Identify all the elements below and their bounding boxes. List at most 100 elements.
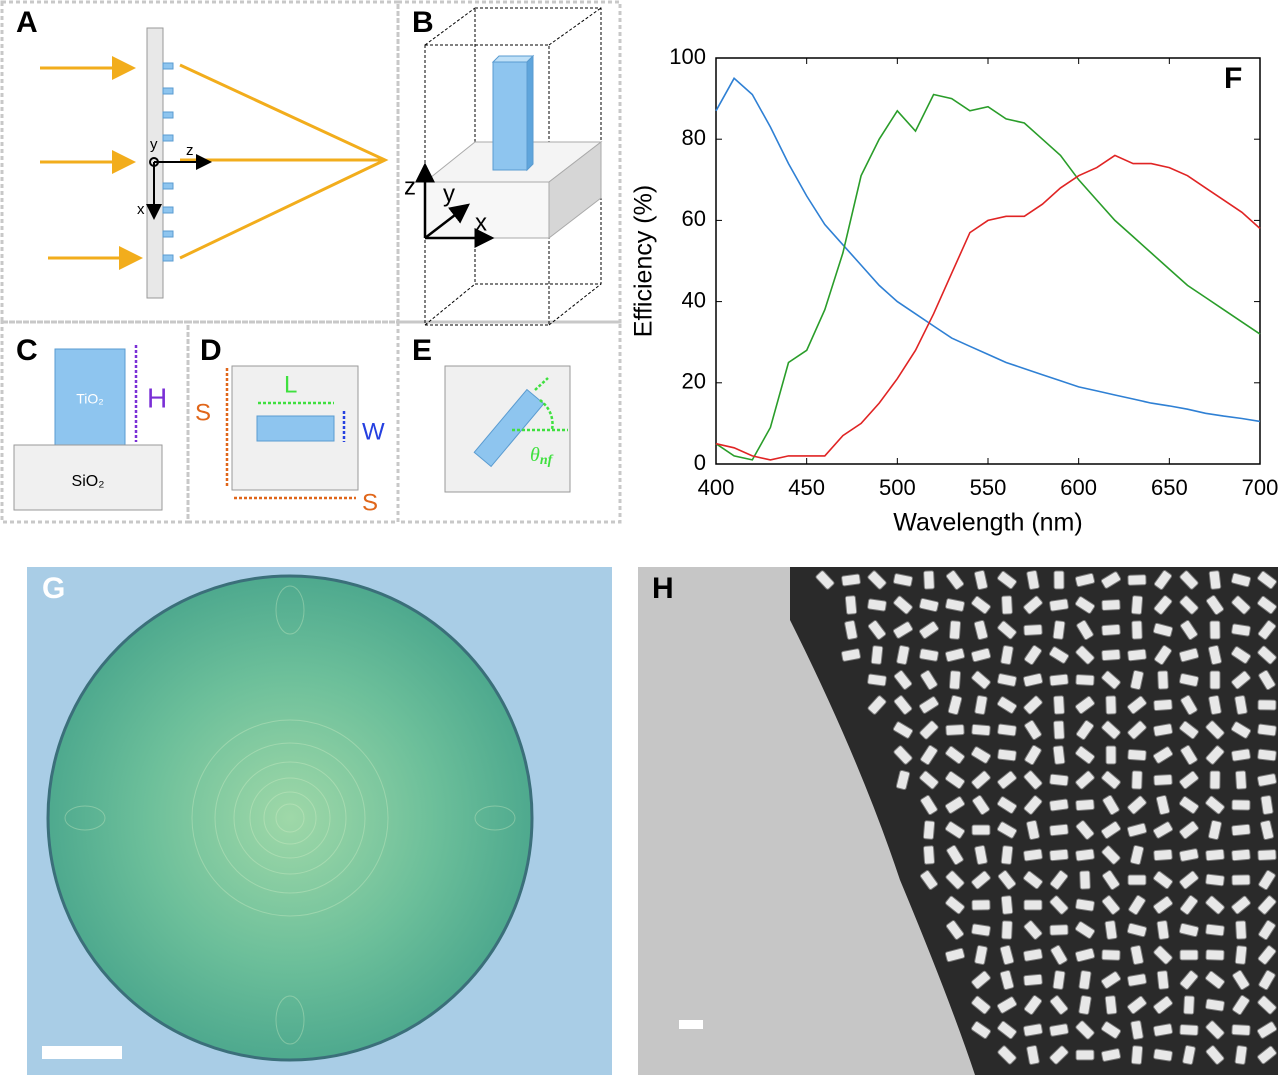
pillar [1023,995,1043,1015]
pillar [997,748,1017,762]
pillar [945,745,965,765]
pillar [1231,799,1251,811]
pillar [1000,645,1014,665]
pillar [1231,1024,1251,1036]
pillar [948,620,962,640]
x-tick-label: 400 [698,475,735,500]
pillar [1153,945,1173,965]
pillar [997,673,1017,687]
nanofins [162,62,174,262]
pillar [1023,1023,1043,1037]
pillar [1209,620,1221,640]
axis-label: x [475,209,487,236]
pillar [945,895,965,915]
pillar [1257,945,1277,965]
pillar [1257,595,1277,615]
pillar [997,570,1017,590]
pillar [1179,720,1199,740]
pillar [1001,595,1013,615]
pillar [1180,744,1198,766]
pillar [1180,620,1198,640]
pillar [1208,820,1222,840]
pillar [1127,995,1147,1015]
pillar [841,648,861,662]
pillar [1258,869,1276,891]
pillar [1153,570,1173,590]
pillar [1258,669,1276,691]
pillar [1105,745,1117,765]
pillar [1205,873,1225,887]
panel-label: G [42,572,65,605]
pillar [945,771,965,789]
y-tick-label: 80 [682,125,706,150]
pillar [892,721,914,739]
angle-label: θnf [530,444,554,469]
pillar [1179,673,1199,687]
pillar [1049,895,1069,915]
pillar [944,796,966,814]
pillar [867,673,887,687]
pillar [1178,647,1200,663]
pillar [947,694,963,716]
pillar [1153,1023,1173,1037]
pillar [1128,894,1146,916]
pillar [1074,572,1096,588]
x-tick-label: 450 [788,475,825,500]
pillar [1079,870,1091,890]
pillar [1075,645,1095,665]
pillar [1127,874,1147,886]
x-axis-label: Wavelength (nm) [893,509,1082,537]
pillar [1157,670,1169,690]
pillar [944,821,966,839]
pillar [1100,571,1122,589]
pillar [1075,1020,1095,1040]
dimension-label: S [195,399,211,426]
panel-frame [396,0,622,324]
pillar [1153,774,1173,786]
pillar [1023,673,1043,687]
pillar [1127,720,1147,740]
pillar [1049,823,1069,837]
pillar [1131,770,1143,790]
pillar [1053,720,1065,740]
pillar [867,598,887,612]
pillar [1075,674,1095,686]
pillar [1075,1049,1095,1061]
pillar [1153,699,1173,711]
pillar [1023,770,1043,790]
pillar [1205,795,1225,815]
pillar [1257,699,1277,711]
pillar [945,724,965,736]
pillar [1179,570,1199,590]
pillar [895,769,911,791]
pillar [971,923,991,937]
pillar [1235,920,1247,940]
pillar [1205,895,1225,915]
pillar [1258,919,1276,941]
pillar [1130,595,1144,615]
panel-label: B [412,6,434,39]
pillar [944,947,966,963]
pillar [1076,619,1094,641]
pillar [1179,895,1199,915]
x-tick-label: 700 [1242,475,1279,500]
pillar [973,619,989,641]
pillar [867,620,887,640]
pillar [1231,595,1251,615]
pillar [920,669,938,691]
pillar [1049,598,1069,612]
pillar [919,770,939,790]
axis-label: z [186,142,194,159]
pillar [1231,748,1251,762]
pillar [919,598,939,612]
pillar [970,647,992,663]
axes [415,162,495,248]
pillar [1049,673,1069,687]
pillar [974,945,988,965]
pillar [971,670,991,690]
pillar [1155,794,1171,816]
panel-label: D [200,334,222,367]
pillar [841,573,861,587]
pillar [1052,620,1066,640]
pillar [1205,720,1225,740]
